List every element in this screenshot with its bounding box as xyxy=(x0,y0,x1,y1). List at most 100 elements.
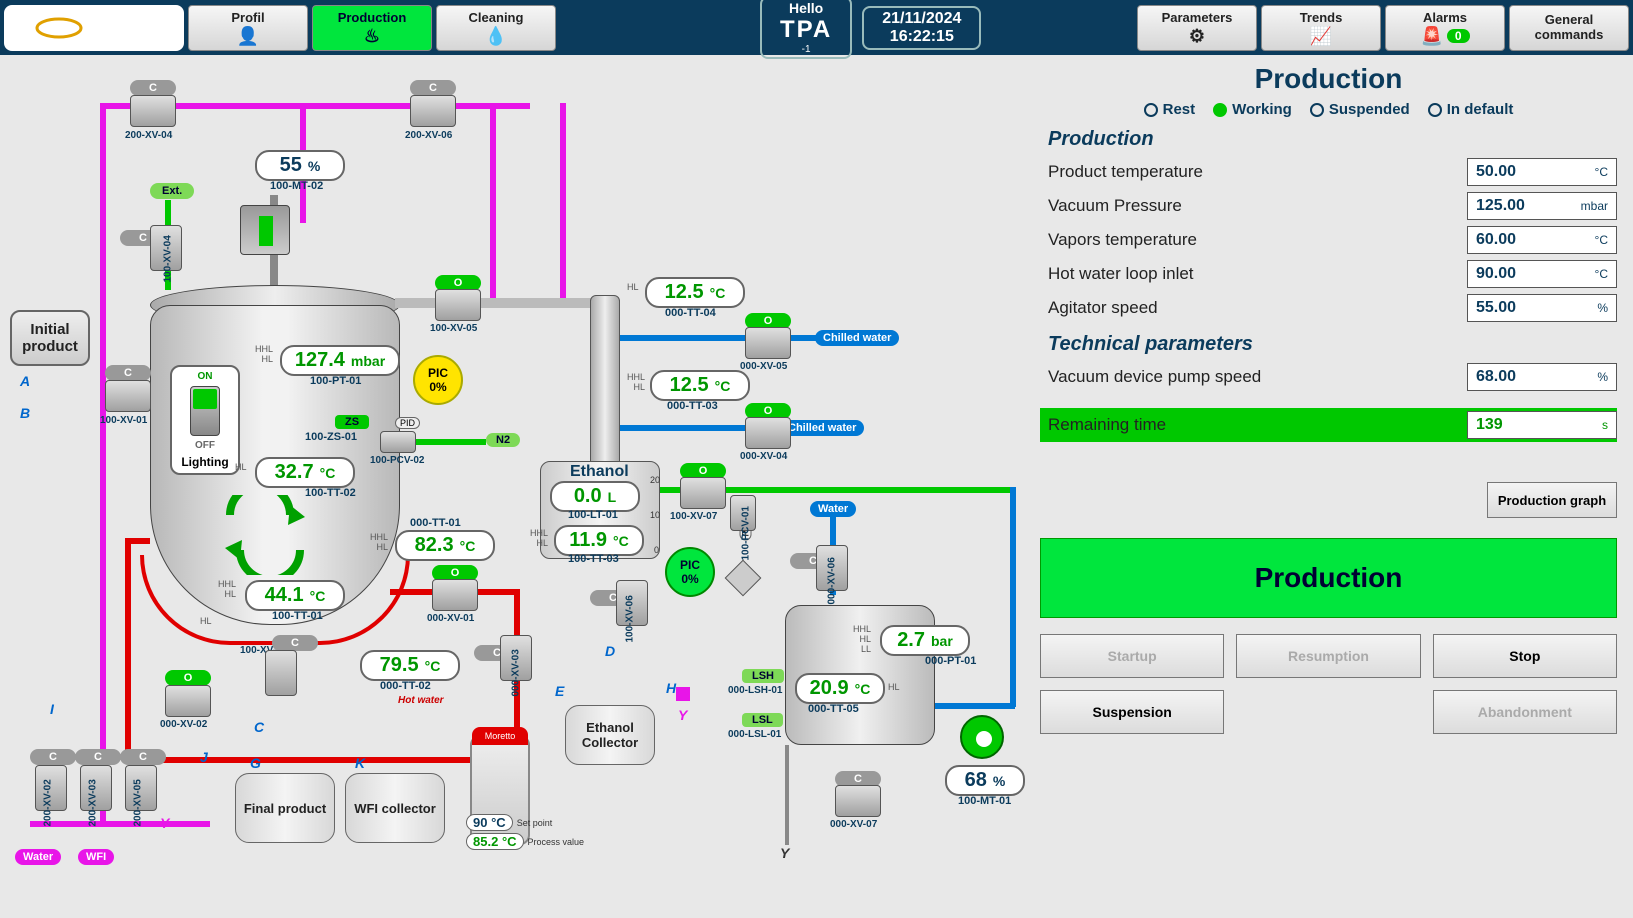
readout-pt01b[interactable]: 2.7 bar xyxy=(880,625,970,656)
param-vacpump: Vacuum device pump speed 68.00% xyxy=(1040,360,1617,394)
readout-tt04[interactable]: 12.5 °C xyxy=(645,277,745,308)
condenser xyxy=(590,295,620,480)
heater-setpoint: 90 °C xyxy=(466,814,513,831)
pic-indicator-yellow[interactable]: PIC0% xyxy=(413,355,463,405)
filter-icon xyxy=(725,560,762,597)
chilled-badge: Chilled water xyxy=(780,420,864,436)
cleaning-label: Cleaning xyxy=(469,10,524,25)
datetime-box: 21/11/2024 16:22:15 xyxy=(862,6,981,50)
pid-diagram: C 200-XV-04 C 200-XV-06 55 % 100-MT-02 E… xyxy=(0,55,1040,918)
valve-200-xv-06[interactable] xyxy=(410,95,456,127)
logo xyxy=(4,5,184,51)
readout-tt01[interactable]: 44.1 °C xyxy=(245,580,345,611)
gear-icon: ⚙ xyxy=(1189,27,1205,45)
valve-200-xv-04[interactable] xyxy=(130,95,176,127)
chart-icon: 📈 xyxy=(1310,27,1332,45)
heat-icon: ♨ xyxy=(364,27,380,45)
pic-indicator-green[interactable]: PIC0% xyxy=(665,547,715,597)
valve-pcv-02[interactable] xyxy=(380,431,416,453)
nav-parameters[interactable]: Parameters ⚙ xyxy=(1137,5,1257,51)
nav-general[interactable]: General commands xyxy=(1509,5,1629,51)
tag-mt02: 100-MT-02 xyxy=(270,180,323,192)
trends-label: Trends xyxy=(1300,10,1343,25)
initial-product-label: Initial product xyxy=(10,310,90,366)
readout-mt02[interactable]: 55 % xyxy=(255,150,345,181)
readout-000tt02[interactable]: 79.5 °C xyxy=(360,650,460,681)
valve-100-xv-07[interactable] xyxy=(680,477,726,509)
droplet-icon: 💧 xyxy=(485,27,507,45)
valve-000-xv-01[interactable] xyxy=(432,579,478,611)
hello-text: Hello xyxy=(780,0,832,16)
nav-cleaning[interactable]: Cleaning 💧 xyxy=(436,5,556,51)
section-production: Production xyxy=(1048,128,1617,151)
valve-100-xv-02[interactable] xyxy=(265,650,297,696)
readout-pt01[interactable]: 127.4 mbar xyxy=(280,345,400,376)
ext-badge: Ext. xyxy=(150,183,194,199)
ethanol-label: Ethanol xyxy=(570,463,629,481)
zs-badge: ZS xyxy=(335,415,369,429)
parameters-label: Parameters xyxy=(1162,10,1233,25)
wfi-collector-tank: WFI collector xyxy=(345,773,445,843)
action-buttons: Startup Resumption Stop Suspension Aband… xyxy=(1040,634,1617,734)
valve-state: C xyxy=(105,365,151,381)
valve-000-xv-07[interactable] xyxy=(835,785,881,817)
lighting-switch[interactable]: ON OFF Lighting xyxy=(170,365,240,475)
user-sub: -1 xyxy=(780,44,832,55)
valve-000-xv-04[interactable] xyxy=(745,417,791,449)
param-vapors: Vapors temperature 60.00°C xyxy=(1040,223,1617,257)
water-badge: Water xyxy=(15,849,61,865)
production-label: Production xyxy=(338,10,407,25)
chilled-badge: Chilled water xyxy=(815,330,899,346)
hello-box: Hello TPA -1 xyxy=(760,0,852,59)
stop-button[interactable]: Stop xyxy=(1433,634,1617,678)
field-vapors[interactable]: 60.00°C xyxy=(1467,226,1617,254)
param-hotwater: Hot water loop inlet 90.00°C xyxy=(1040,257,1617,291)
abandonment-button[interactable]: Abandonment xyxy=(1433,690,1617,734)
readout-tt03e[interactable]: 12.5 °C xyxy=(650,370,750,401)
field-hotwater[interactable]: 90.00°C xyxy=(1467,260,1617,288)
field-remaining[interactable]: 139s xyxy=(1467,411,1617,439)
tag-100-xv-04: 100-XV-04 xyxy=(163,235,174,282)
nav-alarms[interactable]: Alarms 🚨 0 xyxy=(1385,5,1505,51)
status-legend: Rest Working Suspended In default xyxy=(1040,101,1617,118)
suspension-button[interactable]: Suspension xyxy=(1040,690,1224,734)
tag-200-xv-04: 200-XV-04 xyxy=(125,130,172,141)
lsh-badge: LSH xyxy=(742,669,784,683)
field-vacuum[interactable]: 125.00mbar xyxy=(1467,192,1617,220)
field-agitator[interactable]: 55.00% xyxy=(1467,294,1617,322)
valve-000-xv-02[interactable] xyxy=(165,685,211,717)
startup-button[interactable]: Startup xyxy=(1040,634,1224,678)
wfi-badge: WFI xyxy=(78,849,114,865)
readout-tt03[interactable]: 11.9 °C xyxy=(554,525,644,556)
param-agitator: Agitator speed 55.00% xyxy=(1040,291,1617,325)
valve-100-xv-01[interactable] xyxy=(105,380,151,412)
alarms-label: Alarms xyxy=(1423,10,1467,25)
final-product-tank: Final product xyxy=(235,773,335,843)
alarm-icon: 🚨 xyxy=(1420,27,1442,45)
user-icon: 👤 xyxy=(237,27,259,45)
heater-process: 85.2 °C xyxy=(466,833,524,850)
nav-production[interactable]: Production ♨ xyxy=(312,5,432,51)
field-vacpump[interactable]: 68.00% xyxy=(1467,363,1617,391)
valve-state: C xyxy=(410,80,456,96)
user-text: TPA xyxy=(780,16,832,44)
resumption-button[interactable]: Resumption xyxy=(1236,634,1420,678)
center-info: Hello TPA -1 21/11/2024 16:22:15 xyxy=(760,0,981,59)
topbar: Profil 👤 Production ♨ Cleaning 💧 Hello T… xyxy=(0,0,1633,55)
readout-tt05[interactable]: 20.9 °C xyxy=(795,673,885,704)
readout-lt01[interactable]: 0.0 L xyxy=(550,481,640,512)
valve-000-xv-05[interactable] xyxy=(745,327,791,359)
profil-label: Profil xyxy=(231,10,264,25)
field-product-temp[interactable]: 50.00°C xyxy=(1467,158,1617,186)
production-graph-button[interactable]: Production graph xyxy=(1487,482,1617,518)
readout-tt02[interactable]: 32.7 °C xyxy=(255,457,355,488)
nav-trends[interactable]: Trends 📈 xyxy=(1261,5,1381,51)
readout-000tt01[interactable]: 82.3 °C xyxy=(395,530,495,561)
agitator-arrows-icon xyxy=(210,495,330,575)
alarm-count: 0 xyxy=(1447,29,1470,43)
date-text: 21/11/2024 xyxy=(882,10,961,28)
nav-profil[interactable]: Profil 👤 xyxy=(188,5,308,51)
readout-mt01[interactable]: 68 % xyxy=(945,765,1025,796)
vacuum-pump[interactable] xyxy=(960,715,1004,759)
valve-100-xv-05[interactable] xyxy=(435,289,481,321)
